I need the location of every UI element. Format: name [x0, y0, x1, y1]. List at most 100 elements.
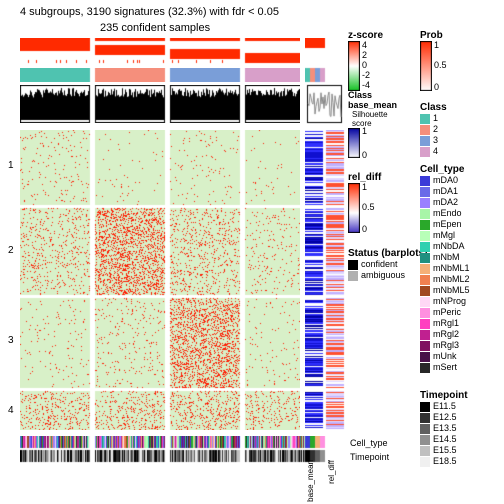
legend-item: 3 — [420, 135, 447, 146]
side-label-time: Timepoint — [350, 452, 389, 462]
legend-label: 3 — [433, 135, 438, 145]
ptick: 0.5 — [434, 60, 447, 70]
legend-label: mNbM — [433, 252, 460, 262]
legend-item: mUnk — [420, 351, 470, 362]
heatmap-main — [20, 130, 300, 430]
reldiff-colorbar — [348, 183, 360, 233]
ztick: 4 — [362, 40, 367, 50]
legend-item: E15.5 — [420, 445, 468, 456]
legend-label: mNbML1 — [433, 263, 470, 273]
swatch-icon — [420, 424, 430, 434]
legend-item: mDA0 — [420, 175, 470, 186]
side-label-cell: Cell_type — [350, 438, 388, 448]
legend-item: mRgl2 — [420, 329, 470, 340]
legend-label: mEndo — [433, 208, 462, 218]
sil-lab-top: Silhouette score — [352, 110, 388, 128]
row-group-3: 3 — [8, 335, 14, 346]
class-annot — [20, 68, 300, 82]
ptick: 0 — [434, 82, 439, 92]
rdtick: 1 — [362, 182, 367, 192]
ptick: 1 — [434, 40, 439, 50]
legend-timepoint: Timepoint E11.5E12.5E13.5E14.5E15.5E18.5 — [420, 390, 468, 467]
legend-item: mNbML2 — [420, 274, 470, 285]
swatch-icon — [420, 242, 430, 252]
swatch-icon — [348, 260, 358, 270]
legend-label: mNbML5 — [433, 285, 470, 295]
legend-item: mDA2 — [420, 197, 470, 208]
legend-item: confident — [348, 259, 427, 270]
ztick: 2 — [362, 50, 367, 60]
swatch-icon — [420, 125, 430, 135]
celltype-title: Cell_type — [420, 164, 470, 175]
legend-label: ambiguous — [361, 270, 405, 280]
timepoint-title: Timepoint — [420, 390, 468, 401]
legend-label: mNbDA — [433, 241, 465, 251]
swatch-icon — [420, 176, 430, 186]
swatch-icon — [420, 308, 430, 318]
legend-reldiff: rel_diff 1 0.5 0 — [348, 172, 381, 235]
legend-label: mRgl1 — [433, 318, 459, 328]
silhouette-barplot — [20, 85, 300, 123]
legend-label: mUnk — [433, 351, 457, 361]
swatch-icon — [348, 271, 358, 281]
legend-item: mNbML5 — [420, 285, 470, 296]
legend-label: E11.5 — [433, 401, 456, 411]
bmtick: 1 — [362, 126, 367, 136]
legend-item: E13.5 — [420, 423, 468, 434]
row-group-2: 2 — [8, 245, 14, 256]
row-group-4: 4 — [8, 405, 14, 416]
swatch-icon — [420, 275, 430, 285]
basemean-colorbar — [348, 128, 360, 158]
top-extra-annot — [305, 38, 345, 130]
rdtick: 0 — [362, 224, 367, 234]
legend-item: E11.5 — [420, 401, 468, 412]
row-group-1: 1 — [8, 160, 14, 171]
swatch-icon — [420, 220, 430, 230]
legend-celltype: Cell_type mDA0mDA1mDA2mEndomEpenmMglmNbD… — [420, 164, 470, 373]
swatch-icon — [420, 136, 430, 146]
legend-label: mNProg — [433, 296, 466, 306]
legend-label: mDA0 — [433, 175, 458, 185]
swatch-icon — [420, 402, 430, 412]
class-title: Class — [420, 102, 447, 113]
prob-colorbar — [420, 41, 432, 91]
side-label-bm: base_mean — [306, 460, 315, 502]
legend-item: mPeric — [420, 307, 470, 318]
legend-item: mRgl1 — [420, 318, 470, 329]
status-title: Status (barplots) — [348, 248, 427, 259]
heatmap-side-annot — [305, 130, 345, 430]
legend-label: 2 — [433, 124, 438, 134]
legend-label: mDA1 — [433, 186, 458, 196]
legend-label: E15.5 — [433, 445, 457, 455]
swatch-icon — [420, 319, 430, 329]
legend-label: mSert — [433, 362, 457, 372]
legend-item: mMgl — [420, 230, 470, 241]
legend-item: E12.5 — [420, 412, 468, 423]
legend-label: mPeric — [433, 307, 461, 317]
swatch-icon — [420, 413, 430, 423]
legend-label: 4 — [433, 146, 438, 156]
legend-item: mNProg — [420, 296, 470, 307]
legend-item: 1 — [420, 113, 447, 124]
swatch-icon — [420, 253, 430, 263]
swatch-icon — [420, 198, 430, 208]
swatch-icon — [420, 446, 430, 456]
legend-item: mSert — [420, 362, 470, 373]
prob-title: Prob — [420, 30, 443, 41]
legend-item: mDA1 — [420, 186, 470, 197]
legend-item: 4 — [420, 146, 447, 157]
legend-item: E18.5 — [420, 456, 468, 467]
legend-item: mEpen — [420, 219, 470, 230]
legend-item: mRgl3 — [420, 340, 470, 351]
legend-label: 1 — [433, 113, 438, 123]
legend-item: mNbDA — [420, 241, 470, 252]
swatch-icon — [420, 341, 430, 351]
legend-zscore: z-score 4 2 0 -2 -4 — [348, 30, 383, 93]
legend-item: E14.5 — [420, 434, 468, 445]
legend-label: confident — [361, 259, 398, 269]
swatch-icon — [420, 231, 430, 241]
legend-label: mEpen — [433, 219, 462, 229]
legend-label: mDA2 — [433, 197, 458, 207]
swatch-icon — [420, 457, 430, 467]
swatch-icon — [420, 264, 430, 274]
